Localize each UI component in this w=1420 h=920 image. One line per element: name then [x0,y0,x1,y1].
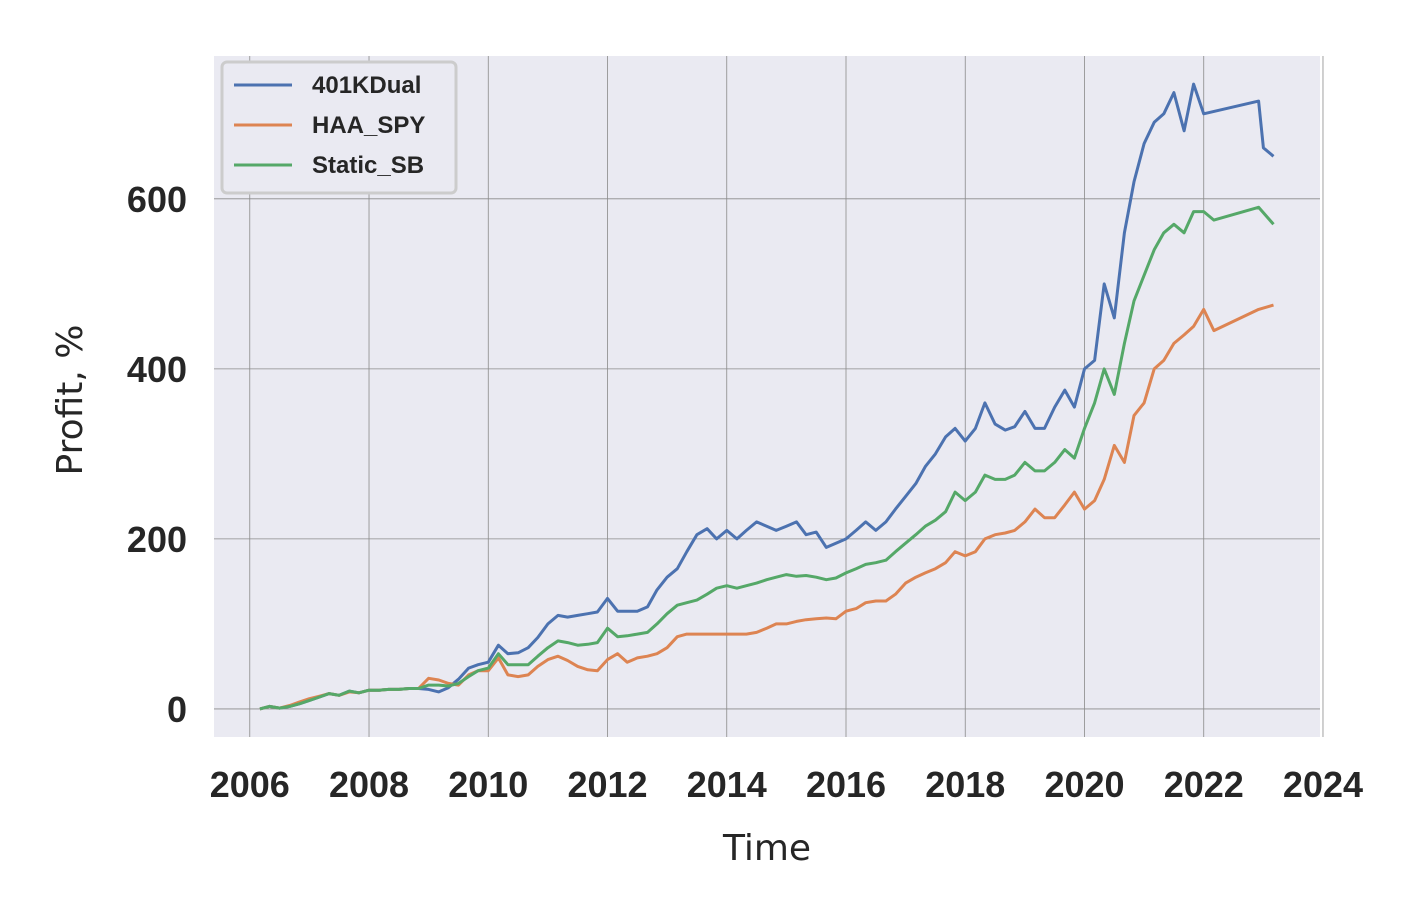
x-tick-label: 2016 [806,764,886,805]
x-tick-label: 2010 [448,764,528,805]
series-lines [259,82,1275,711]
legend: 401KDual HAA_SPY Static_SB [220,60,458,195]
y-tick-label: 200 [127,519,187,560]
y-tick-labels: 0 200 400 600 [127,179,187,730]
x-tick-labels: 2006 2008 2010 2012 2014 2016 2018 2020 2022 2024 [210,764,1363,805]
legend-label-static-sb: Static_SB [312,152,424,179]
x-tick-label: 2020 [1044,764,1124,805]
series-line-haa-spy [259,303,1274,711]
x-tick-label: 2024 [1283,764,1363,805]
x-tick-label: 2006 [210,764,290,805]
y-tick-label: 400 [127,349,187,390]
y-tick-label: 0 [167,689,187,730]
grid [214,56,1324,737]
y-tick-label: 600 [127,179,187,220]
series-line-static-sb [259,205,1275,711]
legend-label-401kdual: 401KDual [312,72,421,99]
x-tick-label: 2014 [687,764,767,805]
x-tick-label: 2018 [925,764,1005,805]
legend-box [220,60,458,195]
x-tick-label: 2008 [329,764,409,805]
x-tick-label: 2022 [1164,764,1244,805]
y-axis-label: Profit, % [50,325,91,476]
x-axis-label: Time [722,828,811,869]
x-tick-label: 2012 [567,764,647,805]
legend-label-haa-spy: HAA_SPY [312,112,425,139]
